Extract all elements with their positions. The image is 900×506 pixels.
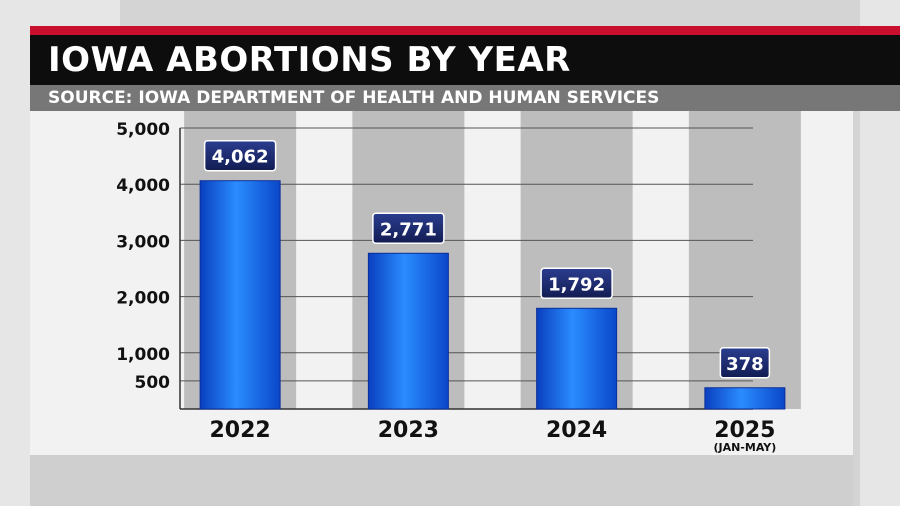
data-label-box	[719, 347, 771, 379]
bar-chart: 500 1,000 2,000 3,000 4,000 5,000 4,062 2,771 1…	[116, 111, 801, 454]
y-tick-label: 4,000	[116, 176, 170, 196]
x-tick-label: 2022	[210, 418, 271, 443]
data-label-box	[203, 139, 277, 172]
bar	[536, 307, 618, 410]
chart-panel: 500 1,000 2,000 3,000 4,000 5,000 4,062 2,771 1…	[30, 111, 853, 455]
source-line: SOURCE: IOWA DEPARTMENT OF HEALTH AND HU…	[30, 85, 900, 111]
bar	[367, 252, 449, 410]
x-tick-label: 2024	[546, 418, 607, 443]
bars: 4,062 2,771 1,792 378	[199, 139, 786, 410]
data-label: 378	[726, 354, 764, 375]
data-label: 4,062	[212, 147, 269, 168]
footer-band	[30, 455, 853, 506]
x-tick-note: (JAN-MAY)	[713, 441, 776, 454]
data-label-box	[540, 267, 613, 300]
y-tick-label: 500	[135, 373, 171, 393]
header-accent-bar	[30, 26, 900, 35]
y-tick-label: 2,000	[116, 289, 170, 309]
data-label: 1,792	[548, 274, 605, 295]
chart-title: IOWA ABORTIONS BY YEAR	[30, 35, 900, 85]
x-tick-label: 2025	[714, 418, 775, 443]
y-axis: 500 1,000 2,000 3,000 4,000 5,000	[116, 120, 170, 393]
y-tick-label: 1,000	[116, 345, 170, 365]
bar	[199, 180, 281, 410]
data-label-box	[372, 212, 445, 245]
data-label: 2,771	[380, 219, 437, 240]
bar	[704, 387, 786, 410]
x-tick-label: 2023	[378, 418, 439, 443]
y-tick-label: 5,000	[116, 120, 170, 140]
y-tick-label: 3,000	[116, 232, 170, 252]
x-axis: 2022 2023 2024 2025(JAN-MAY)	[210, 418, 777, 454]
